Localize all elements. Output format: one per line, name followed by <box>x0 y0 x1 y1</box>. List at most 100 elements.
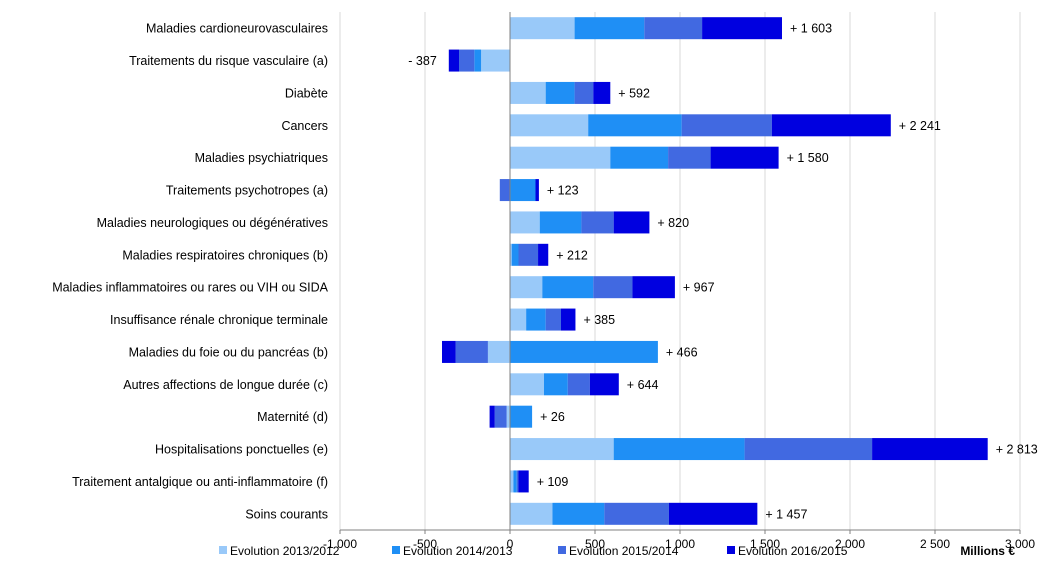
total-label: + 644 <box>627 378 659 392</box>
bar-segment <box>510 243 512 266</box>
legend: Evolution 2013/2012 Evolution 2014/2013 Ev… <box>219 544 848 558</box>
bar-segment <box>544 373 568 396</box>
bar-segment <box>632 276 675 299</box>
bar-segment <box>538 243 549 266</box>
total-label: + 2 241 <box>899 119 941 133</box>
legend-label: Evolution 2016/2015 <box>738 544 848 558</box>
bar-segment <box>588 114 682 137</box>
bar-segment <box>613 211 650 234</box>
bar-segment <box>872 438 988 461</box>
bar-segment <box>510 438 614 461</box>
x-tick-label: -1 000 <box>323 537 357 551</box>
bar-segment <box>510 146 611 169</box>
bar-segment <box>510 308 527 331</box>
bar-segment <box>459 49 475 72</box>
bar-segment <box>545 81 575 104</box>
total-label: + 1 457 <box>765 507 807 521</box>
bar-segment <box>513 470 517 493</box>
total-label: + 820 <box>657 216 689 230</box>
category-label: Cancers <box>281 119 328 133</box>
bar-segment <box>771 114 891 137</box>
bar-segment <box>744 438 873 461</box>
x-tick-label: 1 000 <box>665 537 695 551</box>
total-label: + 109 <box>537 475 569 489</box>
bar-segment <box>510 405 533 428</box>
x-tick-label: 2 500 <box>920 537 950 551</box>
legend-swatch <box>219 546 227 554</box>
legend-swatch <box>392 546 400 554</box>
x-tick-label: 3 000 <box>1005 537 1035 551</box>
bar-segment <box>516 470 519 493</box>
total-label: + 385 <box>583 313 615 327</box>
x-tick-label: 0 <box>507 537 514 551</box>
bar-segment <box>604 502 669 525</box>
category-label: Traitements du risque vasculaire (a) <box>129 54 328 68</box>
bar-segment <box>510 211 540 234</box>
bar-segment <box>610 146 669 169</box>
axis <box>339 12 1021 534</box>
bar-segment <box>510 81 546 104</box>
bar-segment <box>567 373 590 396</box>
x-tick-label: -500 <box>413 537 437 551</box>
bar-segment <box>510 114 589 137</box>
bar-segment <box>545 308 561 331</box>
category-label: Maladies respiratoires chroniques (b) <box>122 248 328 262</box>
bar-segment <box>506 405 510 428</box>
category-label: Traitement antalgique ou anti-inflammato… <box>72 475 328 489</box>
legend-swatch <box>727 546 735 554</box>
unit-label: Millions € <box>960 544 1015 558</box>
bar-segment <box>593 276 633 299</box>
category-label: Maladies neurologiques ou dégénératives <box>97 216 328 230</box>
bar-segment <box>518 243 539 266</box>
total-label: + 967 <box>683 281 715 295</box>
category-label: Maladies du foie ou du pancréas (b) <box>129 345 328 359</box>
bar-segment <box>574 17 645 40</box>
category-label: Traitements psychotropes (a) <box>166 184 328 198</box>
x-tick-label: 500 <box>585 537 605 551</box>
bar-segment <box>474 49 482 72</box>
bar-segment <box>539 211 582 234</box>
bar-segment <box>481 49 510 72</box>
total-label: + 1 603 <box>790 22 832 36</box>
bar-segment <box>644 17 703 40</box>
bar-segment <box>455 340 488 363</box>
bar-segment <box>510 340 658 363</box>
bar-segment <box>518 470 529 493</box>
category-label: Maladies psychiatriques <box>195 151 328 165</box>
bar-segment <box>511 243 519 266</box>
bar-segment <box>535 179 539 202</box>
bars <box>442 17 988 525</box>
bar-segment <box>442 340 456 363</box>
bar-segment <box>589 373 619 396</box>
bar-segment <box>702 17 782 40</box>
total-label: - 387 <box>408 54 437 68</box>
bar-segment <box>710 146 779 169</box>
category-label: Insuffisance rénale chronique terminale <box>110 313 328 327</box>
bar-segment <box>510 373 544 396</box>
legend-label: Evolution 2013/2012 <box>230 544 340 558</box>
category-labels: Maladies cardioneurovasculaires Traitemen… <box>52 22 328 522</box>
bar-segment <box>542 276 594 299</box>
bar-segment <box>499 179 510 202</box>
legend-swatch <box>558 546 566 554</box>
bar-segment <box>593 81 611 104</box>
bar-segment <box>552 502 605 525</box>
bar-segment <box>510 179 536 202</box>
bar-segment <box>581 211 614 234</box>
category-label: Hospitalisations ponctuelles (e) <box>155 443 328 457</box>
x-tick-labels: -1 000 -500 0 500 1 000 1 500 2 000 2 500 3 000 <box>323 537 1035 551</box>
bar-segment <box>668 146 711 169</box>
category-label: Diabète <box>285 86 328 100</box>
category-label: Maladies cardioneurovasculaires <box>146 22 328 36</box>
category-label: Maladies inflammatoires ou rares ou VIH … <box>52 281 328 295</box>
bar-segment <box>526 308 546 331</box>
bar-segment <box>448 49 459 72</box>
total-label: + 2 813 <box>996 443 1038 457</box>
bar-segment <box>561 308 576 331</box>
category-label: Maternité (d) <box>257 410 328 424</box>
legend-label: Evolution 2014/2013 <box>403 544 513 558</box>
bar-segment <box>668 502 758 525</box>
legend-label: Evolution 2015/2014 <box>569 544 679 558</box>
bar-segment <box>681 114 772 137</box>
